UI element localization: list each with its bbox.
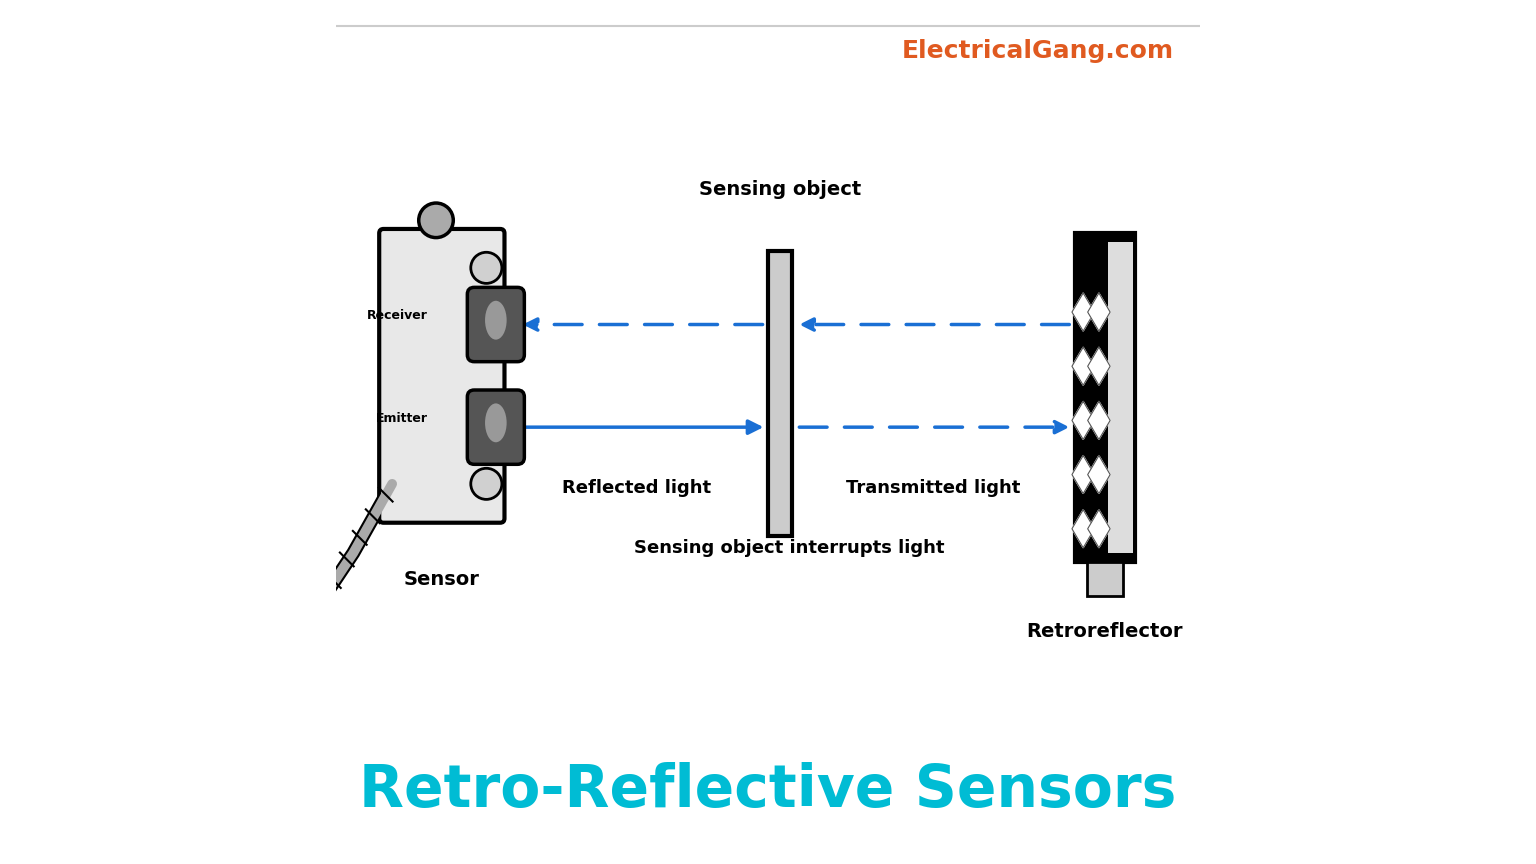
Text: Retroreflector: Retroreflector <box>1026 622 1183 641</box>
Ellipse shape <box>485 403 507 442</box>
Polygon shape <box>1072 510 1095 548</box>
Polygon shape <box>1087 402 1111 440</box>
Bar <box>1075 233 1135 562</box>
FancyBboxPatch shape <box>467 390 524 464</box>
Polygon shape <box>1087 347 1111 385</box>
Polygon shape <box>1072 455 1095 493</box>
Circle shape <box>470 252 502 283</box>
Text: Emitter: Emitter <box>376 412 429 425</box>
Bar <box>1107 242 1134 553</box>
Text: Sensing object interrupts light: Sensing object interrupts light <box>634 539 945 557</box>
Polygon shape <box>1087 293 1111 331</box>
Polygon shape <box>1072 347 1095 385</box>
Ellipse shape <box>485 301 507 340</box>
Bar <box>1087 562 1123 596</box>
Bar <box>768 251 793 536</box>
Text: Reflected light: Reflected light <box>562 479 711 497</box>
Polygon shape <box>1072 293 1095 331</box>
Polygon shape <box>1087 510 1111 548</box>
Polygon shape <box>1072 402 1095 440</box>
Circle shape <box>470 468 502 499</box>
Text: Sensing object: Sensing object <box>699 180 862 199</box>
FancyBboxPatch shape <box>467 288 524 362</box>
FancyBboxPatch shape <box>379 229 504 523</box>
Text: Sensor: Sensor <box>404 570 479 589</box>
Text: Transmitted light: Transmitted light <box>846 479 1020 497</box>
Polygon shape <box>1087 455 1111 493</box>
Text: Receiver: Receiver <box>367 309 429 322</box>
Text: Retro-Reflective Sensors: Retro-Reflective Sensors <box>359 762 1177 819</box>
Text: ElectricalGang.com: ElectricalGang.com <box>902 39 1174 63</box>
Ellipse shape <box>419 203 453 238</box>
